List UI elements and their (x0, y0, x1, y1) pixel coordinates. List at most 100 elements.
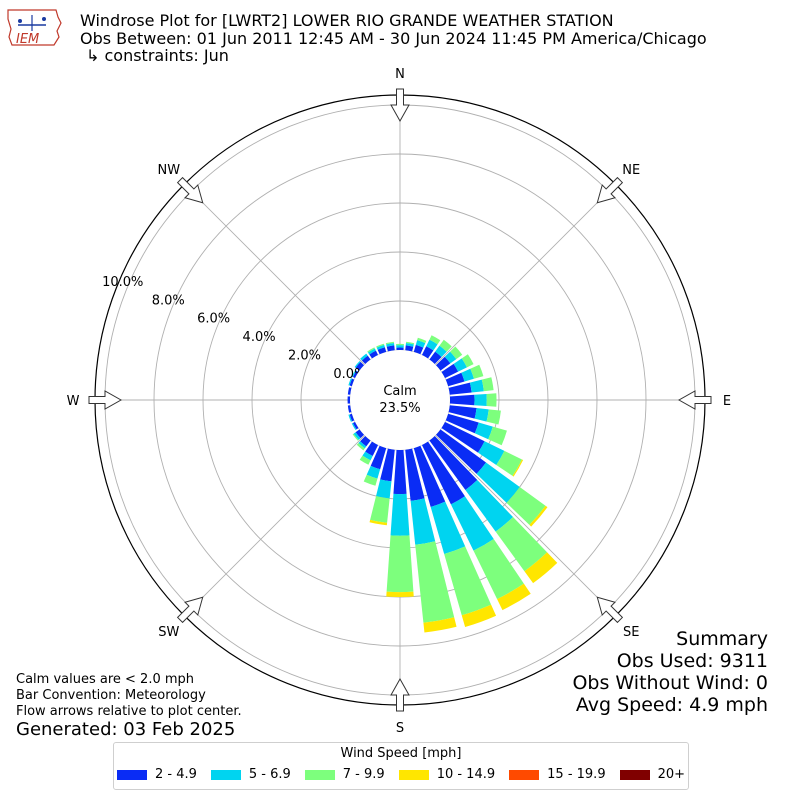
windrose-bar-segment (396, 345, 404, 348)
windrose-bar-segment (474, 408, 489, 422)
windrose-bar-segment (524, 552, 558, 584)
windrose-bar-segment (435, 345, 447, 357)
calm-circle (350, 350, 450, 450)
legend-label: 10 - 14.9 (436, 767, 496, 782)
windrose-bar-segment (396, 343, 404, 346)
windrose-bar-segment (444, 351, 457, 364)
windrose-bar-segment (362, 451, 373, 461)
direction-label-s: S (396, 721, 404, 736)
windrose-bar-segment (486, 409, 501, 425)
windrose-bar-segment (370, 445, 387, 470)
windrose-bar-segment (529, 505, 548, 527)
radial-tick-label: 4.0% (243, 330, 276, 345)
legend-item: 10 - 14.9 (398, 767, 496, 782)
windrose-bar-segment (450, 346, 463, 360)
legend-swatch (304, 769, 335, 780)
flow-arrow-icon (88, 390, 123, 410)
windrose-bar-segment (385, 341, 395, 345)
summary-panel: Summary Obs Used: 9311 Obs Without Wind:… (572, 628, 768, 716)
flow-arrow-icon (390, 677, 410, 712)
windrose-bar-segment (390, 493, 410, 536)
windrose-bar-segment (366, 465, 381, 479)
windrose-bar-segment (429, 435, 478, 491)
windrose-bar-segment (352, 421, 359, 430)
windrose-bar-segment (405, 345, 414, 352)
windrose-bar-segment (405, 448, 425, 501)
direction-label-nw: NW (157, 163, 180, 178)
windrose-bar-segment (396, 347, 404, 351)
windrose-bar-segment (429, 335, 441, 345)
windrose-bar-segment (355, 429, 365, 439)
windrose-bar-segment (444, 546, 492, 616)
windrose-bar-segment (352, 433, 359, 441)
flow-arrow-icon (677, 390, 712, 410)
windrose-bar-segment (376, 479, 392, 499)
windrose-bar-segment (426, 339, 438, 351)
legend-item: 2 - 4.9 (116, 767, 197, 782)
windrose-bar-segment (347, 387, 352, 395)
windrose-bar-segment (353, 432, 361, 440)
chart-title: Windrose Plot for [LWRT2] LOWER RIO GRAN… (80, 11, 614, 30)
windrose-bar-segment (461, 604, 497, 628)
windrose-bar-segment (415, 541, 455, 623)
windrose-bar-segment (365, 441, 379, 456)
windrose-bar-segment (453, 358, 467, 372)
windrose-bar-segment (359, 455, 371, 465)
windrose-bar-segment (369, 519, 388, 526)
windrose-bar-segment (349, 378, 355, 387)
avg-speed: Avg Speed: 4.9 mph (575, 694, 768, 716)
obs-without-wind: Obs Without Wind: 0 (572, 672, 768, 694)
grid-spoke (435, 184, 616, 365)
flow-arrow-icon (176, 596, 204, 624)
windrose-bar-segment (356, 443, 365, 451)
windrose-bar-segment (370, 496, 390, 523)
constraints: ↳ constraints: Jun (86, 46, 229, 65)
windrose-bar-segment (445, 413, 479, 434)
direction-label-e: E (723, 394, 731, 409)
windrose-bar-segment (413, 445, 446, 507)
windrose-bar-segment (495, 517, 548, 572)
windrose-bar-segment (474, 393, 487, 407)
windrose-bar-segment (441, 421, 485, 453)
windrose-bar-segment (473, 538, 524, 600)
windrose-bar-segment (481, 377, 494, 392)
windrose-bar-segment (352, 370, 359, 379)
windrose-bar-segment (348, 378, 353, 386)
flow-arrow-icon (390, 88, 410, 123)
obs-between: Obs Between: 01 Jun 2011 12:45 AM - 30 J… (80, 29, 707, 48)
windrose-bar-segment (417, 337, 427, 344)
windrose-bar-segment (355, 361, 365, 371)
windrose-bar-segment (445, 372, 465, 387)
radial-tick-label: 10.0% (102, 275, 143, 290)
windrose-bar-segment (351, 369, 357, 378)
legend-item: 15 - 19.9 (509, 767, 606, 782)
windrose-bar-segment (415, 340, 426, 348)
legend: Wind Speed [mph] 2 - 4.9 5 - 6.9 7 - 9.9… (113, 742, 689, 790)
bar-convention: Bar Convention: Meteorology (16, 688, 206, 703)
legend-item: 20+ (619, 767, 685, 782)
calm-label: Calm (383, 384, 416, 399)
legend-swatch (116, 769, 147, 780)
windrose-bar-segment (506, 486, 546, 525)
windrose-bar-segment (413, 344, 424, 355)
direction-label-w: W (67, 394, 80, 409)
direction-label-se: SE (623, 625, 639, 640)
windrose-bar-segment (354, 361, 361, 368)
windrose-bar-segment (360, 353, 368, 361)
direction-label-n: N (395, 67, 405, 82)
windrose-bar-segment (377, 347, 387, 355)
windrose-bar-segment (448, 405, 477, 419)
obs-used: Obs Used: 9311 (616, 650, 768, 672)
windrose-bar-segment (347, 405, 352, 413)
windrose-bar-segment (512, 459, 524, 477)
windrose-bar-segment (497, 583, 531, 611)
windrose-bar-segment (360, 435, 371, 447)
windrose-bar-segment (470, 364, 484, 379)
logo-text: IEM (16, 32, 39, 47)
windrose-bar-segment (486, 393, 497, 407)
windrose-bar-segment (461, 354, 474, 368)
legend-swatch (619, 769, 650, 780)
legend-swatch (509, 769, 540, 780)
radial-tick-label: 6.0% (197, 312, 230, 327)
